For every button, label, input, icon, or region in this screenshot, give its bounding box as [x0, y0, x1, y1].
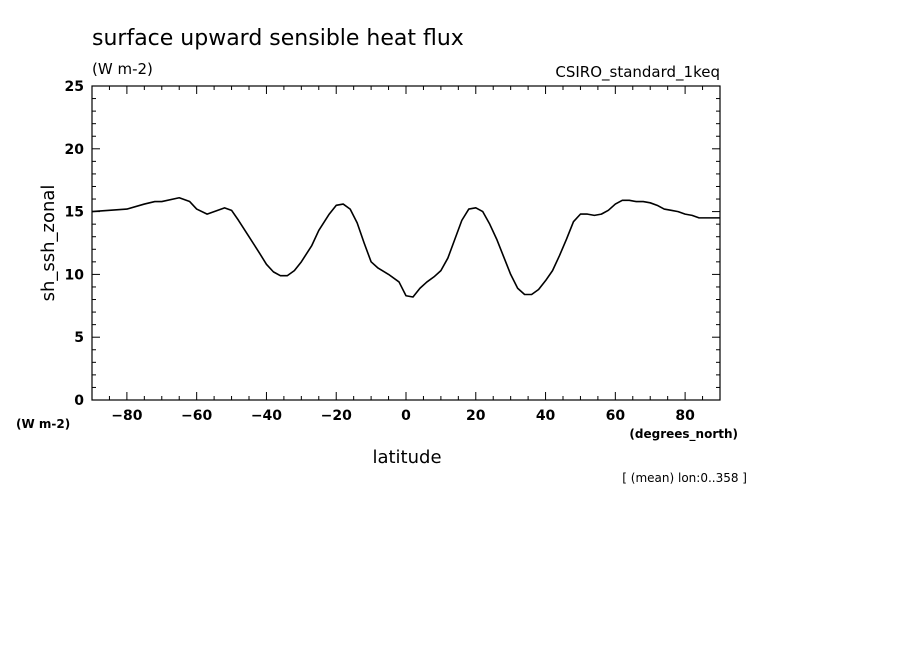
x-tick-label: 20	[466, 408, 486, 424]
x-tick-labels: −80 −60 −40 −20 0 20 40 60 80	[111, 408, 695, 424]
x-tick-label: 40	[536, 408, 556, 424]
chart-subtitle: (W m-2)	[92, 60, 153, 78]
y-tick-label: 15	[65, 205, 84, 221]
x-tick-label: −60	[181, 408, 212, 424]
chart-title: surface upward sensible heat flux	[92, 26, 464, 51]
x-axis-title: latitude	[372, 447, 441, 468]
axis-ticks	[91, 85, 721, 401]
y-tick-label: 5	[74, 330, 84, 346]
x-tick-label: 80	[675, 408, 695, 424]
series-line	[91, 196, 720, 298]
y-tick-label: 0	[74, 393, 84, 409]
x-tick-label: 60	[606, 408, 626, 424]
x-tick-label: −20	[321, 408, 352, 424]
y-tick-label: 20	[65, 142, 85, 158]
y-axis-title: sh_ssh_zonal	[38, 185, 59, 302]
y-tick-label: 10	[65, 267, 85, 283]
y-tick-labels: 0 5 10 15 20 25	[65, 79, 85, 409]
x-tick-label: 0	[401, 408, 411, 424]
footnote: [ (mean) lon:0..358 ]	[622, 471, 747, 485]
y-axis-unit: (W m-2)	[16, 417, 70, 431]
x-axis-unit: (degrees_north)	[629, 427, 738, 442]
x-tick-label: −80	[111, 408, 142, 424]
source-label: CSIRO_standard_1keq	[555, 63, 720, 82]
plot-frame	[91, 85, 721, 401]
x-tick-label: −40	[251, 408, 282, 424]
y-tick-label: 25	[65, 79, 84, 95]
